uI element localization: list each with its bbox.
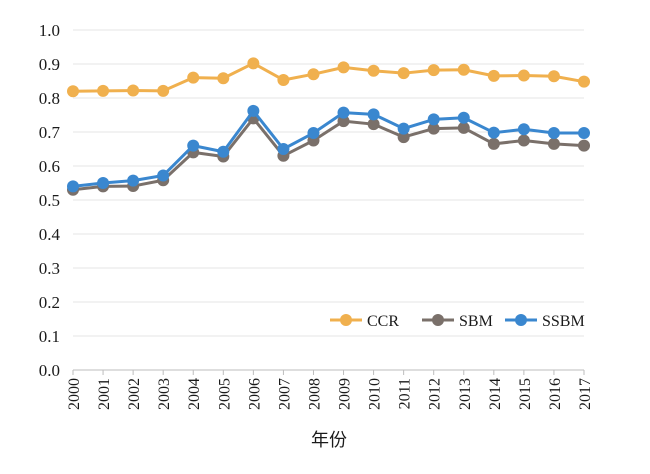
x-tick-label: 2008 — [306, 378, 323, 410]
x-tick-label: 2005 — [216, 378, 233, 410]
legend-swatch-marker — [432, 314, 444, 326]
y-tick-label: 0.6 — [39, 157, 60, 176]
y-tick-label: 0.9 — [39, 55, 60, 74]
legend-swatch-marker — [340, 314, 352, 326]
data-point-ccr — [127, 84, 140, 97]
x-tick-label: 2009 — [337, 378, 354, 410]
y-tick-label: 0.5 — [39, 191, 60, 210]
y-tick-label: 0.0 — [39, 361, 60, 380]
legend-swatch-marker — [515, 314, 527, 326]
data-point-ccr — [97, 84, 110, 97]
data-point-ccr — [307, 68, 320, 81]
data-point-ccr — [457, 63, 470, 76]
y-tick-label: 0.3 — [39, 259, 60, 278]
x-tick-label: 2004 — [186, 378, 203, 410]
legend-label: CCR — [367, 313, 399, 330]
data-point-ssbm — [127, 174, 140, 187]
data-point-ccr — [217, 72, 230, 85]
data-point-ccr — [397, 67, 410, 80]
x-tick-label: 2013 — [457, 378, 474, 410]
data-point-ssbm — [547, 127, 560, 140]
data-point-ssbm — [457, 111, 470, 124]
series-line-ssbm — [72, 109, 584, 188]
data-point-ssbm — [277, 143, 290, 155]
data-point-ccr — [187, 71, 200, 84]
series-ssbm — [67, 104, 590, 193]
data-point-ccr — [427, 64, 440, 77]
data-point-ssbm — [217, 145, 230, 158]
legend-label: SBM — [459, 313, 493, 330]
data-point-ssbm — [367, 108, 380, 121]
x-axis-title: 年份 — [311, 430, 347, 450]
data-point-ssbm — [67, 180, 79, 193]
series-line-ccr — [72, 61, 585, 93]
x-tick-label: 2012 — [427, 378, 444, 410]
data-point-ccr — [517, 69, 530, 82]
data-point-ccr — [547, 70, 560, 83]
data-point-ssbm — [247, 104, 260, 117]
x-tick-label: 2003 — [156, 378, 173, 410]
data-point-sbm — [397, 131, 410, 144]
legend-item-sbm: SBM — [422, 313, 493, 330]
data-point-sbm — [487, 137, 500, 150]
data-point-sbm — [457, 121, 470, 134]
data-point-ssbm — [397, 122, 410, 135]
x-tick-label: 2006 — [246, 378, 263, 410]
data-point-ssbm — [427, 113, 440, 126]
data-point-ccr — [487, 69, 500, 82]
x-tick-label: 2007 — [276, 378, 293, 410]
data-point-ccr — [277, 73, 290, 86]
legend-item-ccr: CCR — [330, 313, 399, 330]
data-point-ssbm — [307, 127, 320, 140]
data-point-ccr — [67, 85, 79, 98]
data-point-ssbm — [487, 126, 500, 139]
x-tick-label: 2015 — [517, 378, 534, 410]
data-point-ssbm — [97, 177, 110, 189]
y-tick-label: 0.8 — [39, 89, 60, 108]
data-point-ssbm — [157, 169, 170, 182]
axes: 0.0 0.1 0.2 0.3 0.4 0.5 0.6 0.7 0.8 0.9 1.0 2000 200… — [39, 21, 594, 410]
series-sbm — [67, 112, 590, 196]
x-tick-label: 2011 — [397, 378, 414, 409]
data-point-ccr — [247, 57, 260, 70]
data-point-sbm — [547, 137, 560, 150]
y-tick-label: 0.1 — [39, 327, 60, 346]
legend-item-ssbm: SSBM — [505, 313, 585, 330]
y-tick-label: 0.2 — [39, 293, 60, 312]
x-tick-label: 2001 — [96, 378, 113, 410]
data-point-ccr — [578, 75, 590, 88]
legend-label: SSBM — [542, 313, 585, 330]
data-point-ccr — [367, 64, 380, 77]
gridlines — [73, 29, 584, 337]
data-point-ccr — [157, 84, 170, 97]
data-point-ssbm — [337, 106, 350, 119]
data-point-ccr — [337, 61, 350, 74]
data-point-sbm — [427, 122, 440, 135]
series-group — [67, 57, 590, 196]
series-ccr — [67, 57, 590, 98]
data-point-ssbm — [517, 123, 530, 136]
x-tick-label: 2002 — [126, 378, 143, 410]
data-point-ssbm — [187, 139, 200, 152]
legend: CCR SBM SSBM — [330, 313, 585, 330]
x-tick-label: 2010 — [367, 378, 384, 410]
x-tick-label: 2000 — [66, 378, 83, 410]
y-tick-label: 1.0 — [39, 21, 60, 40]
x-tick-label: 2014 — [487, 378, 504, 410]
x-tick-label: 2016 — [547, 378, 564, 410]
data-point-sbm — [337, 115, 350, 128]
x-tick-label: 2017 — [577, 378, 594, 410]
data-point-sbm — [578, 139, 590, 152]
y-tick-label: 0.7 — [39, 123, 61, 142]
data-point-ssbm — [578, 127, 590, 140]
data-point-sbm — [367, 118, 380, 131]
data-point-sbm — [517, 134, 530, 147]
y-tick-label: 0.4 — [39, 225, 61, 244]
